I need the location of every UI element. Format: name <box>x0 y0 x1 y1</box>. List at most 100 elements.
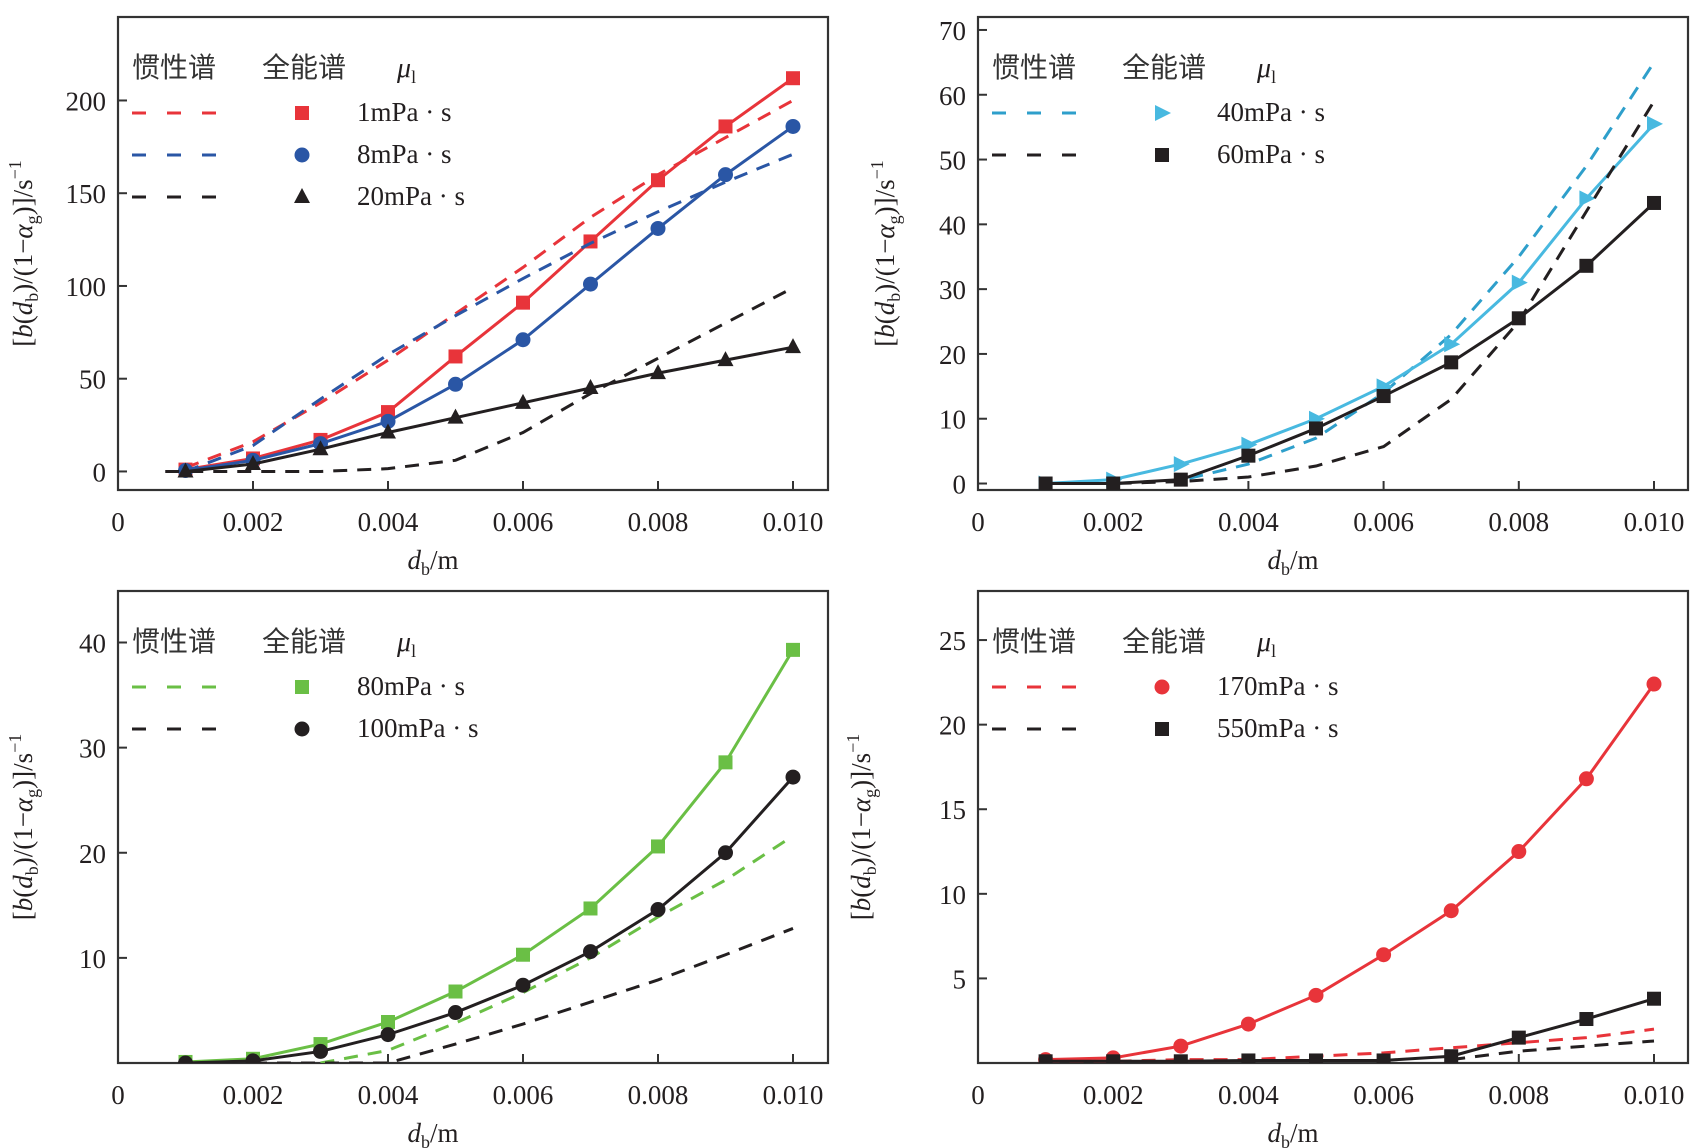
plot-area <box>1038 676 1662 1063</box>
data-point <box>515 332 531 348</box>
full-spectrum-line-0 <box>185 76 794 472</box>
data-point <box>1647 195 1661 210</box>
y-tick-label: 30 <box>939 275 966 305</box>
data-point <box>1309 421 1323 436</box>
inertial-spectrum-line-0 <box>320 834 794 1063</box>
data-point <box>1646 676 1662 692</box>
legend-header-viscosity: μl <box>1256 53 1276 87</box>
x-tick-label: 0.002 <box>223 1080 284 1110</box>
x-tick-label: 0.010 <box>763 1080 824 1110</box>
data-point <box>381 1015 395 1030</box>
data-point <box>380 1027 396 1043</box>
y-tick-label: 70 <box>939 16 966 46</box>
data-point <box>717 351 734 367</box>
inertial-spectrum-line-0 <box>184 99 794 470</box>
y-tick-label: 10 <box>939 405 966 435</box>
y-tick-label: 20 <box>79 839 106 869</box>
plot-area <box>178 642 801 1063</box>
data-point <box>380 423 396 439</box>
x-tick-label: 0.004 <box>1218 507 1279 537</box>
data-point <box>245 1053 261 1063</box>
legend-marker <box>295 680 309 694</box>
plot-area <box>165 71 801 479</box>
y-axis-title: [b(db)/(1−αg)]/s−1 <box>867 160 904 347</box>
legend-marker <box>295 106 309 120</box>
y-tick-label: 10 <box>939 880 966 910</box>
full-spectrum-line-1 <box>1045 997 1655 1063</box>
data-point <box>1173 1054 1188 1063</box>
data-point <box>718 119 733 134</box>
y-tick-label: 0 <box>953 470 967 500</box>
x-tick-label: 0.010 <box>1624 507 1685 537</box>
data-point <box>448 349 463 364</box>
x-tick-label: 0 <box>971 507 985 537</box>
y-tick-label: 30 <box>79 734 106 764</box>
data-point <box>515 977 531 993</box>
data-point <box>380 413 396 429</box>
legend-marker <box>294 188 310 203</box>
legend-header-full: 全能谱 <box>1122 51 1206 84</box>
data-point <box>178 1055 193 1063</box>
legend-label: 40mPa · s <box>1217 97 1325 127</box>
x-tick-label: 0.008 <box>1488 507 1549 537</box>
inertial-spectrum-line-0 <box>1045 61 1656 486</box>
data-point <box>516 295 530 310</box>
plot-frame <box>116 15 830 492</box>
y-tick-label: 40 <box>939 210 966 240</box>
x-tick-label: 0.010 <box>763 507 824 537</box>
legend-label: 170mPa · s <box>1217 671 1339 701</box>
legend-label: 8mPa · s <box>357 139 452 169</box>
data-point <box>1444 336 1461 353</box>
x-tick-label: 0 <box>111 507 125 537</box>
y-tick-label: 5 <box>953 964 967 994</box>
legend-label: 550mPa · s <box>1217 713 1339 743</box>
chart-panel-top-left: 0 0.002 0.004 0.006 0.008 0.010 0 50 100 150 200 db… <box>5 15 830 579</box>
inertial-spectrum-line-1 <box>184 152 794 473</box>
data-point <box>718 167 733 183</box>
data-point <box>1173 472 1188 487</box>
x-axis-title: db/m <box>407 1118 458 1148</box>
data-point <box>583 901 598 916</box>
legend-marker <box>294 147 310 163</box>
y-axis-title: [b(db)/(1−αg)]/s−1 <box>5 160 42 347</box>
data-point <box>447 408 464 424</box>
data-point <box>448 984 463 999</box>
x-tick-label: 0.004 <box>358 1080 419 1110</box>
data-point <box>1578 771 1594 787</box>
data-point <box>1376 1053 1391 1063</box>
full-spectrum-line-0 <box>185 649 795 1063</box>
plot-frame <box>116 589 830 1065</box>
plot-frame <box>976 15 1690 492</box>
data-point <box>312 440 329 456</box>
inertial-spectrum-line-1 <box>1045 100 1656 486</box>
full-spectrum-line-1 <box>1045 201 1656 486</box>
x-tick-label: 0.006 <box>1353 507 1414 537</box>
data-point <box>650 220 666 236</box>
chart-panel-bottom-left: 0 0.002 0.004 0.006 0.008 0.010 10 20 30 40 db/m [b… <box>5 589 830 1148</box>
data-point <box>515 393 531 409</box>
data-point <box>1038 1054 1053 1063</box>
legend-header-full: 全能谱 <box>262 51 346 84</box>
data-point <box>1376 389 1391 404</box>
full-spectrum-line-1 <box>185 776 795 1063</box>
legend: 惯性谱 全能谱 μl 1mPa · s 8mPa · s 20mPa · s <box>132 51 465 211</box>
y-tick-label: 25 <box>939 626 966 656</box>
data-point <box>1579 1012 1594 1027</box>
data-point <box>786 642 800 657</box>
full-spectrum-line-0 <box>1045 683 1656 1062</box>
data-point <box>1038 476 1053 490</box>
x-tick-label: 0.004 <box>358 507 419 537</box>
x-tick-label: 0 <box>971 1080 985 1110</box>
x-tick-label: 0.006 <box>493 507 554 537</box>
data-point <box>1308 987 1324 1003</box>
data-point <box>313 1043 328 1059</box>
x-axis-title: db/m <box>1267 1118 1318 1148</box>
data-point <box>785 769 801 785</box>
x-tick-label: 0.006 <box>1353 1080 1414 1110</box>
y-tick-label: 10 <box>79 944 106 974</box>
y-axis-title: [b(db)/(1−αg)]/s−1 <box>5 734 42 921</box>
inertial-spectrum-line-2 <box>165 286 794 473</box>
data-point <box>1511 1030 1526 1045</box>
data-point <box>785 118 801 134</box>
